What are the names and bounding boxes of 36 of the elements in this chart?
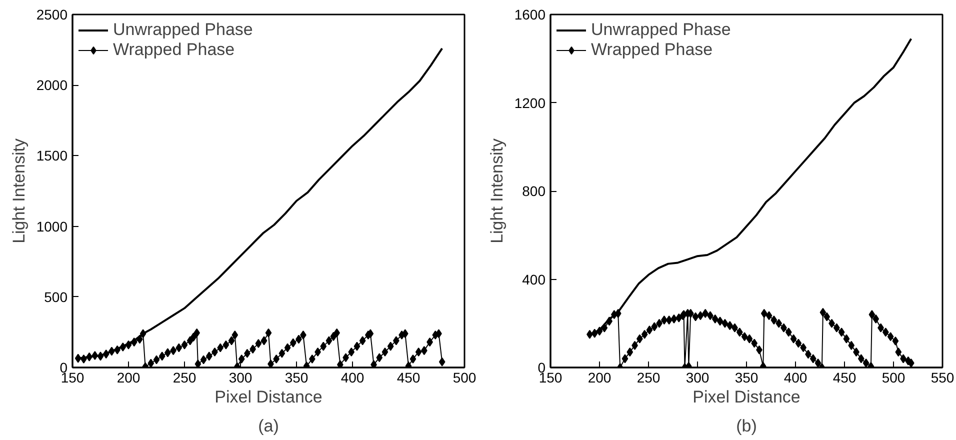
- point: [140, 329, 146, 338]
- y-axis-title: Light Intensity: [487, 138, 506, 244]
- x-tick-label: 550: [930, 370, 954, 386]
- legend-label: Wrapped Phase: [591, 40, 713, 60]
- x-axis-title: Pixel Distance: [214, 388, 322, 406]
- y-tick-label: 2500: [36, 6, 68, 22]
- x-tick-label: 300: [686, 370, 710, 386]
- point: [74, 354, 82, 363]
- x-tick-label: 400: [340, 370, 364, 386]
- x-tick-label: 500: [882, 370, 906, 386]
- y-tick-label: 1600: [514, 6, 546, 22]
- x-tick-label: 400: [784, 370, 808, 386]
- x-tick-label: 450: [832, 370, 856, 386]
- y-tick-label: 1000: [36, 218, 68, 234]
- x-tick-label: 250: [636, 370, 660, 386]
- y-tick-label: 800: [522, 183, 546, 199]
- y-tick-label: 1200: [514, 94, 546, 111]
- x-tick-label: 200: [588, 370, 612, 386]
- y-tick-label: 2000: [36, 77, 68, 94]
- legend-label: Wrapped Phase: [113, 40, 235, 60]
- x-axis-title: Pixel Distance: [692, 388, 800, 406]
- legend-label: Unwrapped Phase: [113, 20, 253, 40]
- text: (a): [258, 416, 279, 436]
- x-tick-label: 300: [228, 370, 252, 386]
- y-axis-title: Light Intensity: [9, 138, 28, 244]
- text: (b): [736, 416, 757, 436]
- x-tick-label: 500: [452, 370, 476, 386]
- y-tick-label: 400: [522, 271, 546, 288]
- x-tick-label: 250: [172, 370, 196, 386]
- legend-label: Unwrapped Phase: [591, 20, 731, 40]
- x-tick-label: 450: [396, 370, 420, 386]
- y-tick-label: 1500: [36, 148, 68, 164]
- x-tick-label: 350: [734, 370, 758, 386]
- y-tick-label: 500: [44, 288, 68, 305]
- x-tick-label: 350: [284, 370, 308, 386]
- x-tick-label: 200: [116, 370, 140, 386]
